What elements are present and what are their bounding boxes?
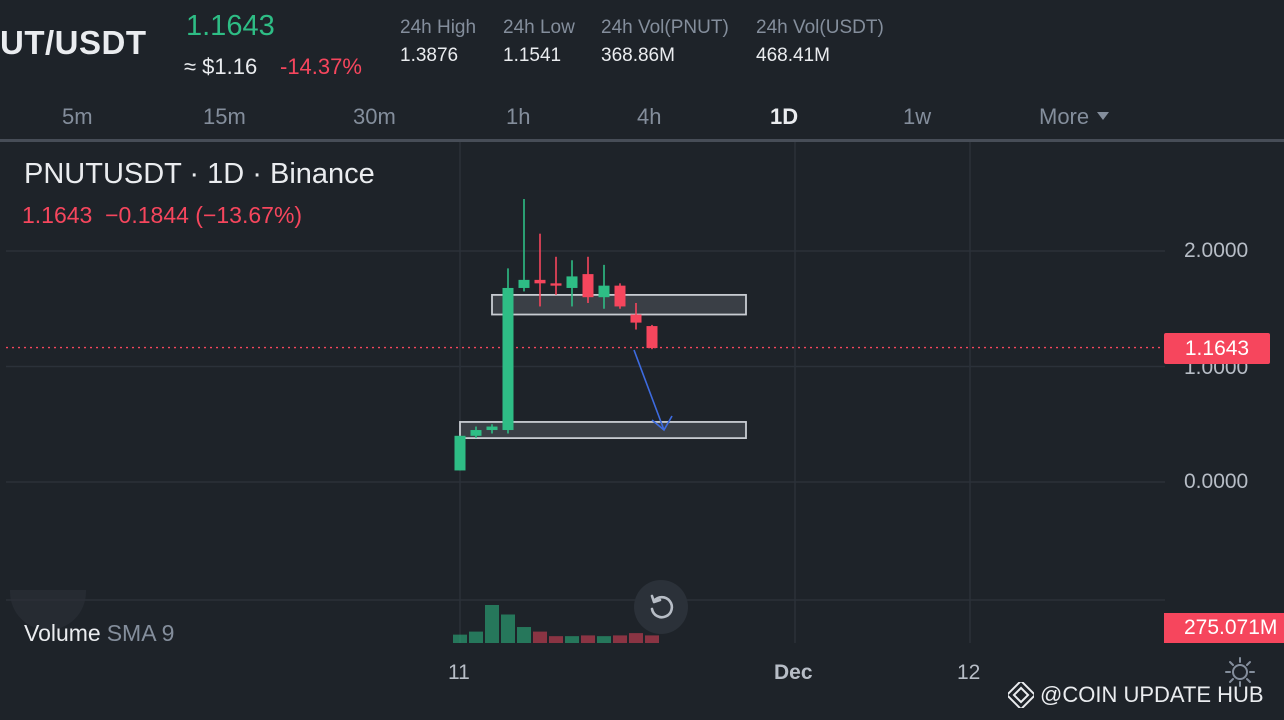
volume-bar xyxy=(533,631,547,643)
volume-bar xyxy=(565,636,579,643)
volume-bar xyxy=(581,635,595,643)
tab-1w[interactable]: 1w xyxy=(903,104,932,129)
candle-body xyxy=(646,326,658,349)
stat-value-24h-low: 1.1541 xyxy=(503,45,562,66)
candle-body xyxy=(566,276,578,288)
volume-bar xyxy=(453,634,467,643)
tabs-divider xyxy=(0,139,1284,142)
volume-bar xyxy=(645,635,659,643)
usd-price: ≈ $1.16 xyxy=(184,54,258,79)
candle-body xyxy=(534,279,546,284)
x-tick-11: 11 xyxy=(448,661,470,684)
current-price-tag: 1.1643 xyxy=(1164,333,1270,364)
tab-5m[interactable]: 5m xyxy=(62,104,93,129)
chart-title: PNUTUSDT · 1D · Binance xyxy=(24,158,375,190)
x-tick-12: 12 xyxy=(957,661,981,684)
candle-body xyxy=(502,287,514,431)
tab-1h[interactable]: 1h xyxy=(506,104,531,129)
caret-down-icon xyxy=(1097,112,1110,120)
volume-bar xyxy=(501,614,515,643)
trend-arrow-line xyxy=(633,349,665,431)
tab-more[interactable]: More xyxy=(1039,104,1110,130)
watermark-text: @COIN UPDATE HUB xyxy=(1040,682,1264,707)
binance-diamond-icon xyxy=(1008,682,1034,708)
candle-body xyxy=(598,285,610,298)
candle-body xyxy=(518,279,530,288)
y-tick-0: 0.0000 xyxy=(1184,470,1249,493)
volume-bar xyxy=(485,605,499,643)
tab-15m[interactable]: 15m xyxy=(203,104,246,129)
settings-sun-icon[interactable] xyxy=(1224,656,1256,688)
candle-body xyxy=(486,426,498,431)
watermark: @COIN UPDATE HUB xyxy=(1008,682,1264,708)
volume-bar xyxy=(629,633,643,643)
candle-body xyxy=(470,430,482,436)
volume-value-tag: 275.071M xyxy=(1164,613,1284,643)
tab-4h[interactable]: 4h xyxy=(637,104,662,129)
candle-body xyxy=(454,435,466,471)
rotate-icon xyxy=(650,594,674,619)
stat-value-24h-high: 1.3876 xyxy=(400,45,459,66)
stat-value-24h-vol-pnut: 368.86M xyxy=(601,45,675,66)
stat-label-24h-vol-pnut: 24h Vol(PNUT) xyxy=(601,17,729,38)
tab-1d[interactable]: 1D xyxy=(770,104,799,129)
candle-body xyxy=(582,274,594,298)
price-change-pct: -14.37% xyxy=(280,54,362,79)
last-price: 1.1643 xyxy=(186,10,275,42)
stat-label-24h-high: 24h High xyxy=(400,17,477,38)
pair-title[interactable]: UT/USDT xyxy=(0,24,147,61)
candle-body xyxy=(630,314,642,323)
volume-bar xyxy=(597,636,611,643)
stat-label-24h-vol-usdt: 24h Vol(USDT) xyxy=(756,17,884,38)
tab-30m[interactable]: 30m xyxy=(353,104,396,129)
volume-sma-label: SMA 9 xyxy=(106,620,175,646)
volume-bar xyxy=(549,636,563,643)
volume-label: Volume xyxy=(24,620,101,646)
volume-legend[interactable]: Volume SMA 9 xyxy=(24,620,174,647)
stat-label-24h-low: 24h Low xyxy=(503,17,575,38)
ohlc-change: 1.1643 −0.1844 (−13.67%) xyxy=(22,202,303,228)
price-chart[interactable] xyxy=(0,142,1284,720)
support-resistance-zone xyxy=(459,421,747,440)
candle-body xyxy=(614,285,626,307)
volume-bar xyxy=(613,635,627,643)
candle-body xyxy=(550,283,562,286)
x-tick-dec: Dec xyxy=(774,661,813,684)
y-tick-2: 2.0000 xyxy=(1184,239,1249,262)
trend-arrow-head xyxy=(651,415,673,432)
reset-chart-button[interactable] xyxy=(634,580,688,634)
volume-bar xyxy=(469,631,483,643)
volume-bar xyxy=(517,627,531,643)
stat-value-24h-vol-usdt: 468.41M xyxy=(756,45,830,66)
more-label: More xyxy=(1039,104,1090,129)
